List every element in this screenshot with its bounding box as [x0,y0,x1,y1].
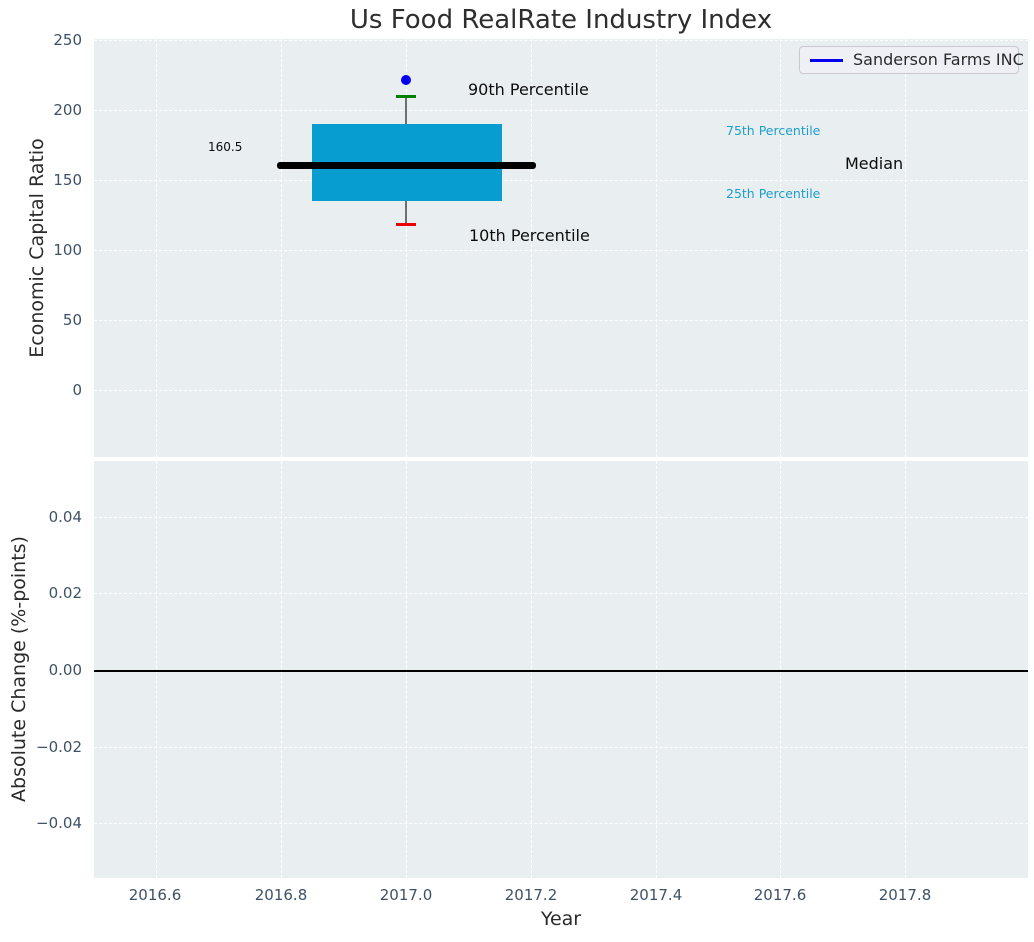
gridline-v [531,461,532,878]
gridline-v [531,39,532,457]
gridline-v [406,39,407,457]
gridline-v [780,461,781,878]
p90-label: 90th Percentile [468,80,589,99]
y-tick-label: 150 [53,171,82,189]
gridline-h [94,320,1028,321]
x-tick-label: 2017.0 [379,886,433,904]
gridline-h [94,593,1028,594]
y-tick-label: 100 [53,241,82,259]
company-data-point [401,75,411,85]
legend-line-swatch [810,59,843,62]
gridline-v [656,461,657,878]
gridline-h [94,823,1028,824]
p75-label: 75th Percentile [726,123,821,138]
gridline-h [94,40,1028,41]
gridline-h [94,517,1028,518]
gridline-h [94,747,1028,748]
x-tick-label: 2017.4 [629,886,683,904]
median-label: Median [845,154,904,173]
y-tick-label: 0 [72,381,82,399]
bottom-plot-area [94,461,1028,878]
y-tick-label: 0.04 [48,508,82,526]
bottom-y-axis-label: Absolute Change (%-points) [8,536,30,802]
p25-label: 25th Percentile [726,186,821,201]
median-value-label: 160.5 [208,140,243,154]
y-tick-label: 200 [53,101,82,119]
p10-cap [396,223,416,226]
gridline-v [281,39,282,457]
legend: Sanderson Farms INC [799,46,1024,74]
gridline-v [156,39,157,457]
x-tick-label: 2016.6 [128,886,182,904]
x-tick-label: 2016.8 [254,886,308,904]
x-tick-label: 2017.6 [753,886,807,904]
legend-entry-label: Sanderson Farms INC [853,50,1024,69]
top-y-axis-label: Economic Capital Ratio [26,138,48,358]
gridline-v [905,461,906,878]
gridline-v [780,39,781,457]
zero-change-line [94,670,1028,672]
y-tick-label: −0.04 [36,814,82,832]
y-tick-label: 50 [62,311,82,329]
chart-title: Us Food RealRate Industry Index [349,5,773,35]
p90-cap [396,95,416,98]
y-tick-label: 250 [53,31,82,49]
gridline-h [94,250,1028,251]
gridline-v [156,461,157,878]
gridline-v [656,39,657,457]
top-plot-area: 90th Percentile 10th Percentile Median 7… [94,39,1028,457]
x-tick-label: 2017.8 [878,886,932,904]
x-axis-label: Year [540,908,582,930]
gridline-h [94,390,1028,391]
y-tick-label: 0.02 [48,584,82,602]
p10-label: 10th Percentile [469,226,590,245]
gridline-v [281,461,282,878]
gridline-v [406,461,407,878]
y-tick-label: 0.00 [48,661,82,679]
median-line [277,162,536,169]
gridline-h [94,110,1028,111]
gridline-v [905,39,906,457]
x-tick-label: 2017.2 [504,886,558,904]
y-tick-label: −0.02 [36,738,82,756]
gridline-h [94,180,1028,181]
